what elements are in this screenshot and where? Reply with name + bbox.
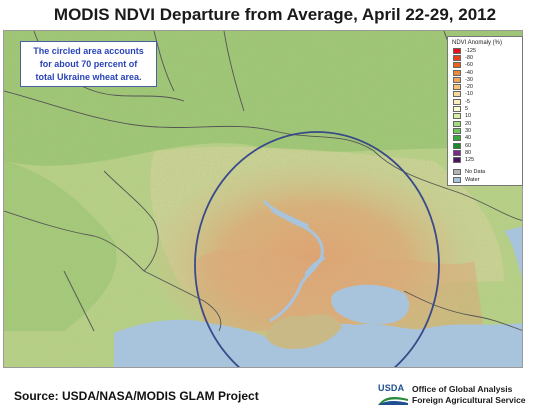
legend-class-row: 40 bbox=[448, 135, 522, 142]
legend-class-row: -40 bbox=[448, 69, 522, 76]
legend-class-label: 40 bbox=[465, 135, 472, 142]
usda-logo-word: USDA bbox=[378, 383, 405, 393]
legend-class-row: 20 bbox=[448, 120, 522, 127]
legend-class-row: 80 bbox=[448, 149, 522, 156]
legend-extra-label: No Data bbox=[465, 169, 486, 176]
map-canvas bbox=[4, 31, 522, 367]
legend-class-label: -125 bbox=[465, 47, 477, 54]
legend-class-swatch bbox=[453, 113, 461, 120]
legend-class-swatch bbox=[453, 47, 461, 54]
legend-class-label: -20 bbox=[465, 84, 473, 91]
legend-class-row: -80 bbox=[448, 54, 522, 61]
legend-extra-row: Water bbox=[448, 176, 522, 183]
legend-class-swatch bbox=[453, 106, 461, 113]
source-credit: Source: USDA/NASA/MODIS GLAM Project bbox=[14, 389, 259, 403]
callout-line-2: for about 70 percent of bbox=[39, 59, 138, 69]
legend-class-swatch bbox=[453, 76, 461, 83]
ndvi-legend: NDVI Anomaly (%) -125 -80 -60 -40 -30 -20 -10-… bbox=[447, 36, 523, 186]
callout-line-1: The circled area accounts bbox=[33, 46, 144, 56]
usda-hill-icon bbox=[378, 397, 408, 405]
legend-class-label: 30 bbox=[465, 127, 472, 134]
legend-class-label: -40 bbox=[465, 69, 473, 76]
legend-class-swatch bbox=[453, 84, 461, 91]
usda-line-1: Office of Global Analysis bbox=[412, 384, 513, 394]
kakhovka-reservoir bbox=[304, 255, 326, 276]
legend-class-label: 5 bbox=[465, 106, 469, 113]
legend-class-swatch bbox=[453, 149, 461, 156]
legend-extra-swatch bbox=[453, 176, 461, 183]
legend-class-label: -5 bbox=[465, 98, 470, 105]
legend-class-row: 30 bbox=[448, 127, 522, 134]
wheat-area-callout: The circled area accounts for about 70 p… bbox=[20, 41, 157, 87]
legend-class-row: 5 bbox=[448, 105, 522, 113]
legend-class-row: -60 bbox=[448, 62, 522, 69]
wheat-area-circle bbox=[194, 131, 440, 367]
legend-class-row: 60 bbox=[448, 142, 522, 149]
legend-class-swatch bbox=[453, 54, 461, 61]
legend-class-label: -80 bbox=[465, 54, 473, 61]
legend-class-row: -125 bbox=[448, 47, 522, 54]
legend-extra-swatch bbox=[453, 169, 461, 176]
legend-class-label: 125 bbox=[465, 157, 475, 164]
legend-class-label: -60 bbox=[465, 62, 473, 69]
legend-class-swatch bbox=[453, 120, 461, 127]
legend-class-row: 125 bbox=[448, 156, 522, 164]
legend-class-label: 20 bbox=[465, 120, 472, 127]
crimea bbox=[266, 314, 342, 349]
legend-extra-label: Water bbox=[465, 176, 480, 183]
caspian-edge bbox=[504, 226, 522, 277]
legend-class-swatch bbox=[453, 127, 461, 134]
legend-class-row: -20 bbox=[448, 83, 522, 91]
legend-classes: -125 -80 -60 -40 -30 -20 -10 -5 5 10 20 30 40 60 80 125 bbox=[448, 47, 522, 164]
usda-line-2: Foreign Agricultural Service bbox=[412, 395, 526, 405]
ndvi-anomaly-map bbox=[3, 30, 523, 368]
callout-line-3: total Ukraine wheat area. bbox=[35, 72, 142, 82]
map-title: MODIS NDVI Departure from Average, April… bbox=[53, 5, 497, 24]
legend-extra-row: No Data bbox=[448, 169, 522, 176]
legend-class-label: 60 bbox=[465, 142, 472, 149]
legend-class-row: 10 bbox=[448, 113, 522, 120]
legend-title: NDVI Anomaly (%) bbox=[452, 40, 503, 46]
legend-class-label: 80 bbox=[465, 149, 472, 156]
legend-class-swatch bbox=[453, 142, 461, 149]
sea-of-azov bbox=[331, 284, 410, 325]
usda-office-text: Office of Global Analysis Foreign Agricu… bbox=[412, 383, 526, 406]
legend-class-swatch bbox=[453, 69, 461, 76]
legend-class-swatch bbox=[453, 135, 461, 142]
legend-class-row: -30 bbox=[448, 76, 522, 83]
legend-class-row: -5 bbox=[448, 98, 522, 105]
legend-class-swatch bbox=[453, 98, 461, 105]
legend-class-swatch bbox=[453, 62, 461, 69]
legend-class-label: -30 bbox=[465, 76, 473, 83]
legend-class-swatch bbox=[453, 91, 461, 98]
usda-attribution: USDA Office of Global Analysis Foreign A… bbox=[378, 383, 526, 409]
legend-class-row: -10 bbox=[448, 91, 522, 98]
usda-logo: USDA bbox=[378, 383, 408, 409]
legend-class-label: 10 bbox=[465, 113, 472, 120]
kremenchuk-reservoir bbox=[270, 206, 310, 230]
legend-extra: No Data Water bbox=[448, 169, 522, 184]
legend-class-label: -10 bbox=[465, 91, 473, 98]
legend-class-swatch bbox=[453, 157, 461, 164]
